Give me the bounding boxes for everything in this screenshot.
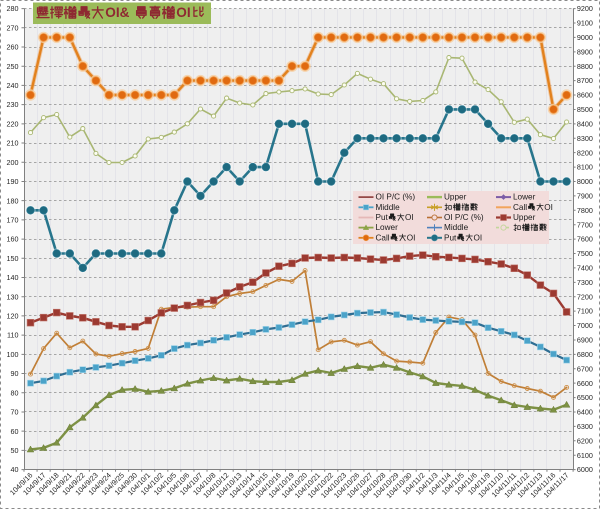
svg-text:170: 170 — [7, 215, 19, 224]
svg-text:9100: 9100 — [577, 19, 593, 28]
svg-text:6200: 6200 — [577, 436, 593, 445]
svg-text:220: 220 — [7, 119, 19, 128]
svg-text:200: 200 — [7, 158, 19, 167]
svg-text:OI: OI — [407, 233, 416, 242]
svg-text:8500: 8500 — [577, 105, 593, 114]
svg-text:8400: 8400 — [577, 119, 593, 128]
svg-text:7500: 7500 — [577, 249, 593, 258]
svg-text:190: 190 — [7, 177, 19, 186]
svg-text:6800: 6800 — [577, 350, 593, 359]
svg-text:OI: OI — [474, 233, 483, 242]
svg-text:150: 150 — [7, 254, 19, 263]
svg-text:100: 100 — [7, 350, 19, 359]
svg-text:80: 80 — [11, 388, 19, 397]
svg-text:8100: 8100 — [577, 163, 593, 172]
svg-text:8300: 8300 — [577, 134, 593, 143]
svg-text:8900: 8900 — [577, 47, 593, 56]
svg-text:6000: 6000 — [577, 465, 593, 474]
svg-text:70: 70 — [11, 408, 19, 417]
svg-text:Call: Call — [376, 233, 390, 242]
svg-text:7000: 7000 — [577, 321, 593, 330]
svg-text:90: 90 — [11, 369, 19, 378]
svg-text:210: 210 — [7, 139, 19, 148]
svg-text:Middle: Middle — [376, 203, 401, 212]
svg-text:6100: 6100 — [577, 451, 593, 460]
svg-text:60: 60 — [11, 427, 19, 436]
svg-text:OI&: OI& — [105, 5, 129, 20]
svg-text:7400: 7400 — [577, 264, 593, 273]
svg-text:230: 230 — [7, 100, 19, 109]
svg-text:7100: 7100 — [577, 307, 593, 316]
svg-text:7700: 7700 — [577, 220, 593, 229]
svg-text:120: 120 — [7, 312, 19, 321]
svg-text:40: 40 — [11, 465, 19, 474]
svg-text:8000: 8000 — [577, 177, 593, 186]
svg-text:260: 260 — [7, 43, 19, 52]
svg-text:50: 50 — [11, 446, 19, 455]
svg-text:180: 180 — [7, 196, 19, 205]
svg-text:8200: 8200 — [577, 148, 593, 157]
svg-text:Upper: Upper — [513, 213, 536, 222]
svg-text:OI: OI — [405, 213, 414, 222]
svg-text:OI: OI — [544, 203, 553, 212]
svg-text:140: 140 — [7, 273, 19, 282]
svg-text:Upper: Upper — [444, 193, 467, 202]
svg-text:6400: 6400 — [577, 408, 593, 417]
svg-text:250: 250 — [7, 62, 19, 71]
svg-text:130: 130 — [7, 292, 19, 301]
svg-text:110: 110 — [7, 331, 18, 340]
svg-text:6500: 6500 — [577, 393, 593, 402]
svg-text:7900: 7900 — [577, 191, 593, 200]
svg-text:6900: 6900 — [577, 336, 593, 345]
svg-text:6300: 6300 — [577, 422, 593, 431]
svg-text:OI: OI — [176, 5, 190, 20]
svg-text:Call: Call — [513, 203, 527, 212]
svg-text:240: 240 — [7, 81, 19, 90]
svg-text:7800: 7800 — [577, 206, 593, 215]
svg-text:Middle: Middle — [444, 223, 469, 232]
svg-text:9200: 9200 — [577, 4, 593, 13]
svg-text:6600: 6600 — [577, 379, 593, 388]
svg-text:6700: 6700 — [577, 364, 593, 373]
svg-text:Lower: Lower — [376, 223, 399, 232]
svg-text:160: 160 — [7, 235, 19, 244]
svg-text:270: 270 — [7, 23, 19, 32]
svg-text:7300: 7300 — [577, 278, 593, 287]
svg-text:8600: 8600 — [577, 91, 593, 100]
svg-text:Put: Put — [444, 233, 457, 242]
svg-text:7200: 7200 — [577, 292, 593, 301]
svg-text:OI P/C (%): OI P/C (%) — [376, 193, 416, 202]
svg-text:7600: 7600 — [577, 235, 593, 244]
svg-text:8800: 8800 — [577, 62, 593, 71]
svg-text:Lower: Lower — [513, 193, 536, 202]
svg-text:OI P/C (%): OI P/C (%) — [444, 213, 484, 222]
svg-text:Put: Put — [376, 213, 389, 222]
svg-text:8700: 8700 — [577, 76, 593, 85]
svg-text:9000: 9000 — [577, 33, 593, 42]
svg-text:280: 280 — [7, 4, 19, 13]
